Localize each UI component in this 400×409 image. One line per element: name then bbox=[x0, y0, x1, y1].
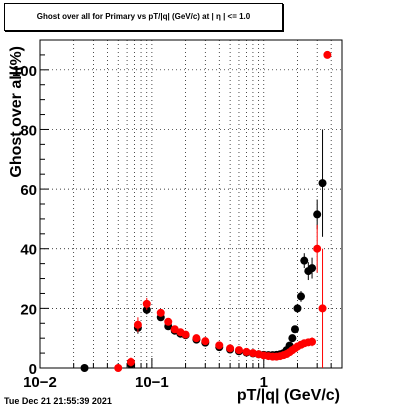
data-point bbox=[80, 364, 89, 372]
data-point bbox=[242, 347, 251, 356]
data-point bbox=[126, 358, 135, 367]
y-tick-label: 80 bbox=[20, 122, 37, 139]
data-point bbox=[323, 50, 332, 59]
chart-title-box: Ghost over all for Primary vs pT/|q| (Ge… bbox=[4, 3, 283, 31]
data-point bbox=[234, 346, 243, 355]
data-point bbox=[293, 304, 302, 313]
data-point bbox=[308, 337, 317, 346]
data-point bbox=[313, 244, 322, 253]
plot-frame bbox=[39, 39, 343, 369]
data-point bbox=[164, 317, 173, 326]
y-axis-label: Ghost over all(%) bbox=[8, 46, 25, 178]
y-tick-label: 100 bbox=[12, 63, 37, 80]
x-tick-label: 1 bbox=[260, 374, 268, 391]
data-point bbox=[318, 304, 327, 313]
y-tick-label: 20 bbox=[20, 301, 37, 318]
data-point bbox=[288, 334, 297, 343]
series-black-marks bbox=[80, 129, 327, 372]
data-point bbox=[133, 320, 142, 329]
data-point bbox=[308, 264, 317, 273]
y-tick-label: 60 bbox=[20, 182, 37, 199]
data-point bbox=[181, 330, 190, 339]
data-point bbox=[318, 179, 327, 188]
data-point bbox=[114, 364, 123, 372]
data-point bbox=[201, 337, 210, 346]
timestamp: Tue Dec 21 21:55:39 2021 bbox=[4, 396, 112, 406]
data-point bbox=[142, 299, 151, 308]
data-point bbox=[156, 308, 165, 317]
data-point bbox=[226, 344, 235, 353]
data-point bbox=[290, 325, 299, 334]
data-point bbox=[313, 210, 322, 219]
axes bbox=[39, 39, 343, 369]
y-tick-label: 0 bbox=[29, 361, 37, 378]
x-tick-label: 10−1 bbox=[135, 374, 169, 391]
data-point bbox=[300, 256, 309, 265]
chart-title: Ghost over all for Primary vs pT/|q| (Ge… bbox=[36, 12, 251, 21]
y-tick-label: 40 bbox=[20, 242, 37, 259]
x-tick-label: 10−2 bbox=[23, 374, 57, 391]
series-red-marks bbox=[114, 50, 332, 372]
data-point bbox=[215, 341, 224, 350]
data-point bbox=[296, 292, 305, 301]
tick-labels: 10−2 10−1 1 0 20 40 60 80 100 bbox=[12, 63, 268, 391]
data-point bbox=[192, 334, 201, 343]
x-axis-label: pT/|q| (GeV/c) bbox=[237, 387, 340, 404]
grid-lines bbox=[39, 40, 343, 368]
